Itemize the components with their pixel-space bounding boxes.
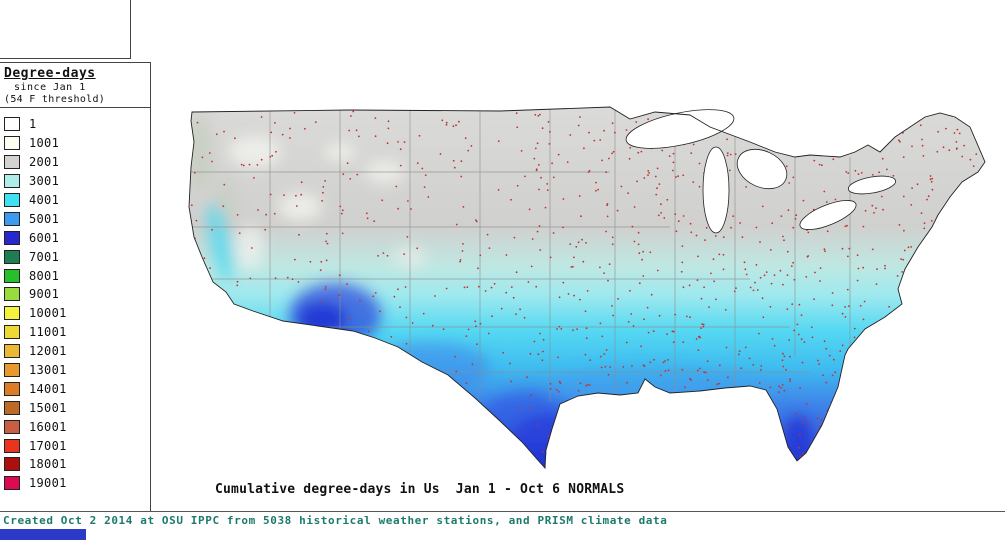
legend-value: 16001 <box>29 419 67 434</box>
lake-michigan <box>702 146 730 234</box>
legend-value: 15001 <box>29 400 67 415</box>
legend-value: 3001 <box>29 174 60 189</box>
legend-item: 8001 <box>4 266 67 285</box>
legend-item: 13001 <box>4 361 67 380</box>
legend-swatch <box>4 268 20 283</box>
legend-swatch <box>4 419 20 434</box>
legend-item: 12001 <box>4 342 67 361</box>
bottom-blue-bar <box>0 529 86 540</box>
legend-swatch <box>4 287 20 302</box>
legend-item: 9001 <box>4 285 67 304</box>
map-caption: Cumulative degree-days in Us Jan 1 - Oct… <box>215 482 625 497</box>
legend-item: 10001 <box>4 304 67 323</box>
legend-swatch <box>4 155 20 170</box>
legend-value: 19001 <box>29 476 67 491</box>
legend-item: 14001 <box>4 379 67 398</box>
legend-value: 18001 <box>29 457 67 472</box>
lake-ontario <box>847 175 897 195</box>
legend-value: 4001 <box>29 193 60 207</box>
footer-credit: Created Oct 2 2014 at OSU IPPC from 5038… <box>3 514 668 527</box>
legend-items: 1 1001 2001 3001 4001 5001 6001 7001 8001 9001 100… <box>4 115 67 493</box>
legend-swatch <box>4 438 20 453</box>
footer-divider-line <box>0 511 1005 512</box>
legend-value: 14001 <box>29 381 67 396</box>
legend-title-block: Degree-days since Jan 1 (54 F threshold) <box>0 63 150 108</box>
legend-swatch <box>4 193 20 207</box>
legend-swatch <box>4 230 20 245</box>
legend-value: 7001 <box>29 249 60 264</box>
legend-subtitle-threshold: (54 F threshold) <box>4 94 106 105</box>
legend-swatch <box>4 476 20 491</box>
legend-item: 2001 <box>4 153 67 172</box>
legend-item: 5001 <box>4 209 67 228</box>
legend-subtitle-since: since Jan 1 <box>14 82 86 93</box>
legend-item: 15001 <box>4 398 67 417</box>
legend-item: 18001 <box>4 455 67 474</box>
legend-item: 1 <box>4 115 67 134</box>
legend-swatch <box>4 136 20 151</box>
legend-swatch <box>4 457 20 472</box>
legend-value: 1001 <box>29 136 60 151</box>
legend-swatch <box>4 211 20 226</box>
legend-value: 8001 <box>29 268 60 283</box>
legend-value: 11001 <box>29 325 67 340</box>
map-area <box>150 57 1005 511</box>
legend-item: 11001 <box>4 323 67 342</box>
us-landmass <box>189 107 985 468</box>
legend-swatch <box>4 400 20 415</box>
legend-swatch <box>4 344 20 359</box>
corner-box <box>0 0 131 59</box>
legend-swatch <box>4 325 20 340</box>
legend-value: 5001 <box>29 211 60 226</box>
us-outline <box>188 106 986 470</box>
legend-item: 6001 <box>4 228 67 247</box>
legend-swatch <box>4 306 20 321</box>
legend-panel: Degree-days since Jan 1 (54 F threshold)… <box>0 62 151 512</box>
legend-item: 19001 <box>4 474 67 493</box>
legend-swatch <box>4 174 20 189</box>
legend-value: 9001 <box>29 287 60 302</box>
lake-huron <box>736 148 788 190</box>
lake-erie <box>799 200 857 230</box>
legend-item: 1001 <box>4 134 67 153</box>
legend-item: 3001 <box>4 172 67 191</box>
legend-value: 6001 <box>29 230 60 245</box>
legend-value: 1 <box>29 117 37 132</box>
legend-item: 4001 <box>4 191 67 210</box>
legend-swatch <box>4 117 20 132</box>
legend-swatch <box>4 381 20 396</box>
legend-item: 7001 <box>4 247 67 266</box>
legend-swatch <box>4 363 20 378</box>
legend-title: Degree-days <box>4 66 96 81</box>
legend-swatch <box>4 249 20 264</box>
legend-item: 17001 <box>4 436 67 455</box>
legend-value: 2001 <box>29 155 60 170</box>
legend-value: 12001 <box>29 344 67 359</box>
lake-superior <box>625 109 735 149</box>
us-degree-day-map <box>188 106 986 470</box>
legend-value: 10001 <box>29 306 67 321</box>
legend-value: 13001 <box>29 363 67 378</box>
great-lakes <box>625 109 897 234</box>
legend-item: 16001 <box>4 417 67 436</box>
legend-value: 17001 <box>29 438 67 453</box>
